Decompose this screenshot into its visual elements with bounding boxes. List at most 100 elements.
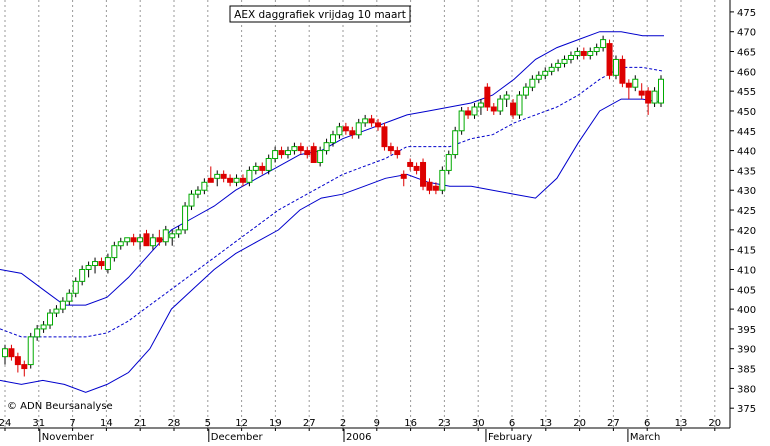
x-tick-label: 30 <box>472 418 485 429</box>
candle-up <box>214 173 221 179</box>
y-tick-label: 420 <box>737 226 756 237</box>
y-tick-label: 425 <box>737 206 756 217</box>
candle-down <box>14 356 21 366</box>
grid-lines <box>4 0 716 428</box>
candle-up <box>111 245 118 259</box>
month-label: March <box>630 432 660 442</box>
candle-up <box>612 58 619 76</box>
candle-up <box>182 205 189 231</box>
candle-up <box>439 169 446 191</box>
y-tick-label: 450 <box>737 107 756 118</box>
y-tick-label: 400 <box>737 305 756 316</box>
y-tick-label: 445 <box>737 127 756 138</box>
chart-credit: © ADN Beursanalyse <box>7 401 113 412</box>
candle-up <box>137 237 144 243</box>
x-tick-label: 9 <box>374 418 380 429</box>
y-tick-label: 415 <box>737 246 756 257</box>
candle-down <box>484 86 491 108</box>
candle-down <box>349 130 356 136</box>
y-tick-label: 410 <box>737 265 756 276</box>
candle-down <box>259 165 266 171</box>
candle-up <box>561 58 568 64</box>
x-tick-label: 20 <box>573 418 586 429</box>
candle-up <box>79 268 86 282</box>
candle-down <box>619 58 626 84</box>
x-tick-label: 16 <box>404 418 417 429</box>
candle-down <box>420 161 427 187</box>
x-tick-label: 24 <box>0 418 11 429</box>
candle-up <box>330 134 336 144</box>
candle-up <box>362 118 369 124</box>
candle-up <box>291 146 298 152</box>
y-tick-label: 440 <box>737 147 756 158</box>
candle-up <box>149 237 156 247</box>
candle-down <box>510 102 517 116</box>
candle-up <box>503 94 510 100</box>
candle-down <box>400 173 407 179</box>
candle-down <box>426 181 433 191</box>
candle-up <box>452 130 459 156</box>
bollinger-upper-band <box>0 31 664 306</box>
y-tick-label: 375 <box>737 404 756 415</box>
candle-up <box>445 154 452 171</box>
candle-down <box>207 177 214 183</box>
candle-up <box>651 90 658 104</box>
candle-up <box>53 308 60 314</box>
month-label: December <box>211 432 264 442</box>
candles <box>2 35 664 377</box>
candle-down <box>432 185 439 191</box>
candle-up <box>66 292 73 302</box>
candle-up <box>188 193 195 207</box>
candle-down <box>8 348 15 358</box>
candle-up <box>574 51 581 56</box>
candle-down <box>407 161 414 167</box>
candle-up <box>175 229 182 235</box>
month-label: February <box>488 432 532 442</box>
candle-down <box>368 118 375 124</box>
x-tick-label: 6 <box>644 418 650 429</box>
month-label: 2006 <box>346 432 371 442</box>
y-tick-label: 390 <box>737 345 756 356</box>
y-tick-label: 455 <box>737 87 756 98</box>
candle-down <box>98 261 105 267</box>
y-tick-label: 475 <box>737 8 756 19</box>
candle-up <box>104 257 111 270</box>
candle-up <box>272 150 279 160</box>
x-tick-label: 20 <box>708 418 721 429</box>
candle-down <box>645 90 652 104</box>
candle-up <box>593 47 600 53</box>
candle-up <box>542 70 549 76</box>
candle-up <box>535 74 542 80</box>
candle-up <box>567 54 574 60</box>
x-tick-label: 7 <box>69 418 75 429</box>
candle-up <box>27 336 34 366</box>
y-tick-label: 470 <box>737 28 756 39</box>
candle-up <box>233 177 240 183</box>
x-tick-label: 23 <box>438 418 451 429</box>
candle-up <box>632 78 639 88</box>
candle-up <box>355 122 362 136</box>
candle-down <box>381 126 388 148</box>
candle-down <box>580 51 587 56</box>
candle-down <box>304 150 311 156</box>
y-tick-label: 430 <box>737 186 756 197</box>
candle-up <box>34 328 41 338</box>
y-tick-label: 395 <box>737 325 756 336</box>
candle-up <box>548 66 555 72</box>
candle-up <box>600 39 607 49</box>
candle-up <box>124 237 131 243</box>
candle-up <box>284 150 291 156</box>
bollinger-middle-band <box>0 66 665 338</box>
candle-up <box>246 169 253 183</box>
candle-down <box>375 122 382 128</box>
candle-down <box>625 82 632 88</box>
candle-down <box>387 146 394 152</box>
candle-up <box>169 233 176 239</box>
y-tick-label: 405 <box>737 285 756 296</box>
candle-up <box>336 126 343 136</box>
candle-down <box>310 146 317 163</box>
candle-up <box>92 261 99 267</box>
candle-up <box>477 102 484 108</box>
